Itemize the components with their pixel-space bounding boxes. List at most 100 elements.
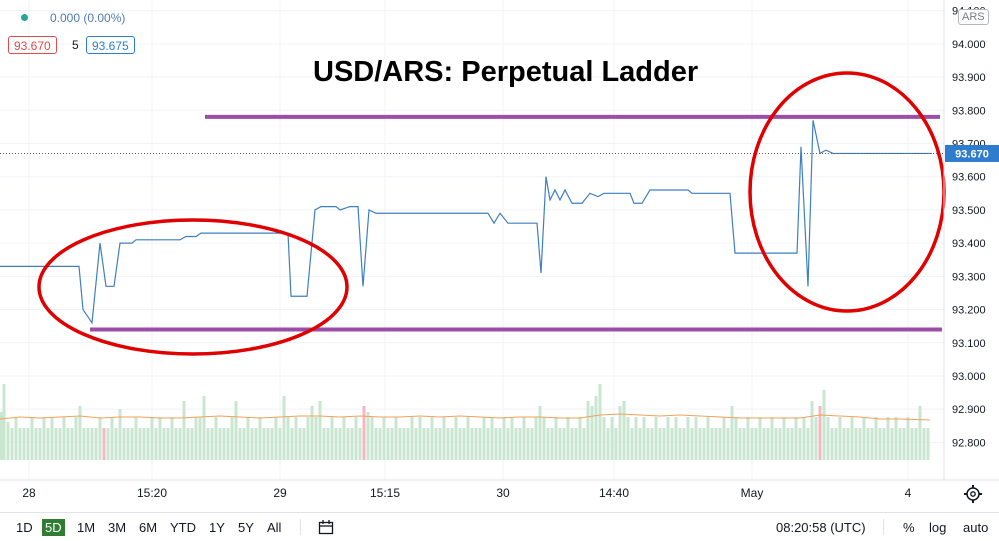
- time-tick-label: May: [741, 486, 764, 500]
- volume-bar-up: [166, 428, 170, 460]
- volume-bar-up: [234, 401, 238, 460]
- volume-bar-up: [658, 428, 662, 460]
- volume-bar-up: [706, 417, 710, 460]
- volume-bar-up: [610, 417, 614, 460]
- volume-bar-up: [78, 406, 82, 460]
- volume-bar-up: [470, 428, 474, 460]
- annotation-circle-left[interactable]: [37, 218, 349, 356]
- range-5y[interactable]: 5Y: [238, 520, 254, 535]
- log-scale-toggle[interactable]: log: [929, 520, 947, 535]
- volume-bar-up: [774, 428, 778, 460]
- volume-bar-up: [902, 428, 906, 460]
- volume-bar-up: [870, 428, 874, 460]
- range-1y[interactable]: 1Y: [209, 520, 225, 535]
- volume-bar-up: [462, 428, 466, 460]
- volume-bar-up: [34, 428, 38, 460]
- range-all[interactable]: All: [267, 520, 282, 535]
- volume-bar-down: [102, 428, 106, 460]
- volume-bar-down: [362, 406, 366, 460]
- volume-bar-up: [138, 428, 142, 460]
- toolbar-divider: [300, 519, 301, 535]
- volume-bar-up: [378, 428, 382, 460]
- volume-bar-up: [354, 417, 358, 460]
- volume-bar-up: [574, 428, 578, 460]
- volume-bar-up: [350, 428, 354, 460]
- volume-bar-up: [202, 396, 206, 460]
- volume-bar-up: [586, 401, 590, 460]
- volume-bar-up: [70, 428, 74, 460]
- range-1d[interactable]: 1D: [16, 520, 33, 535]
- volume-bar-up: [38, 428, 42, 460]
- bid-price-box[interactable]: 93.670: [8, 36, 57, 54]
- volume-bar-up: [606, 428, 610, 460]
- range-ytd[interactable]: YTD: [170, 520, 196, 535]
- volume-bar-up: [842, 428, 846, 460]
- volume-bar-up: [846, 428, 850, 460]
- volume-bar-up: [154, 428, 158, 460]
- volume-bar-up: [114, 428, 118, 460]
- volume-bar-up: [178, 428, 182, 460]
- volume-bar-up: [150, 417, 154, 460]
- auto-scale-toggle[interactable]: auto: [963, 520, 989, 535]
- volume-bar-up: [450, 428, 454, 460]
- volume-bar-up: [810, 401, 814, 460]
- range-5d[interactable]: 5D: [42, 519, 65, 536]
- range-3m[interactable]: 3M: [108, 520, 127, 535]
- volume-bar-up: [298, 428, 302, 460]
- volume-bar-up: [398, 428, 402, 460]
- svg-text:93.670: 93.670: [955, 148, 989, 160]
- volume-bar-up: [246, 417, 250, 460]
- volume-bar-up: [614, 428, 618, 460]
- volume-bar-up: [838, 417, 842, 460]
- volume-bar-up: [498, 428, 502, 460]
- range-6m[interactable]: 6M: [139, 520, 158, 535]
- volume-bar-up: [410, 417, 414, 460]
- price-axis[interactable]: 94.10094.00093.90093.80093.70093.60093.5…: [952, 6, 986, 450]
- range-1m[interactable]: 1M: [77, 520, 96, 535]
- volume-bar-up: [882, 428, 886, 460]
- volume-bar-up: [758, 417, 762, 460]
- volume-bar-up: [346, 428, 350, 460]
- volume-bar-up: [390, 428, 394, 460]
- volume-bar-up: [74, 417, 78, 460]
- volume-bar-up: [886, 417, 890, 460]
- ask-price-box[interactable]: 93.675: [86, 36, 135, 54]
- volume-bar-up: [210, 428, 214, 460]
- time-tick-label: 14:40: [599, 486, 629, 500]
- annotation-circle-right[interactable]: [748, 71, 946, 313]
- volume-bar-up: [170, 417, 174, 460]
- volume-bar-up: [482, 417, 486, 460]
- volume-bar-up: [638, 428, 642, 460]
- volume-bar-up: [174, 428, 178, 460]
- volume-bar-up: [326, 428, 330, 460]
- volume-bar-up: [782, 417, 786, 460]
- volume-bar-up: [222, 428, 226, 460]
- price-tick-label: 93.400: [952, 238, 986, 250]
- date-range-calendar-icon[interactable]: [318, 519, 334, 535]
- volume-bar-up: [206, 428, 210, 460]
- volume-bar-up: [250, 428, 254, 460]
- volume-bar-up: [94, 428, 98, 460]
- volume-bar-up: [90, 428, 94, 460]
- volume-bar-up: [890, 428, 894, 460]
- volume-bar-up: [718, 428, 722, 460]
- volume-bar-up: [58, 428, 62, 460]
- time-tick-label: 28: [22, 486, 36, 500]
- percent-scale-toggle[interactable]: %: [903, 520, 915, 535]
- settings-gear-icon[interactable]: [964, 485, 982, 503]
- volume-bar-up: [850, 417, 854, 460]
- volume-bar-up: [414, 428, 418, 460]
- volume-bar-up: [266, 428, 270, 460]
- volume-bar-up: [666, 417, 670, 460]
- time-axis[interactable]: 28 15:20 29 15:15 30 14:40 May 4: [22, 486, 911, 500]
- volume-bar-up: [198, 417, 202, 460]
- volume-bar-up: [922, 428, 926, 460]
- volume-bar-up: [146, 428, 150, 460]
- volume-bar-up: [434, 428, 438, 460]
- volume-bar-up: [710, 428, 714, 460]
- price-tick-label: 93.200: [952, 305, 986, 317]
- volume-bar-up: [798, 428, 802, 460]
- volume-bar-up: [186, 428, 190, 460]
- utc-clock[interactable]: 08:20:58 (UTC): [776, 520, 866, 535]
